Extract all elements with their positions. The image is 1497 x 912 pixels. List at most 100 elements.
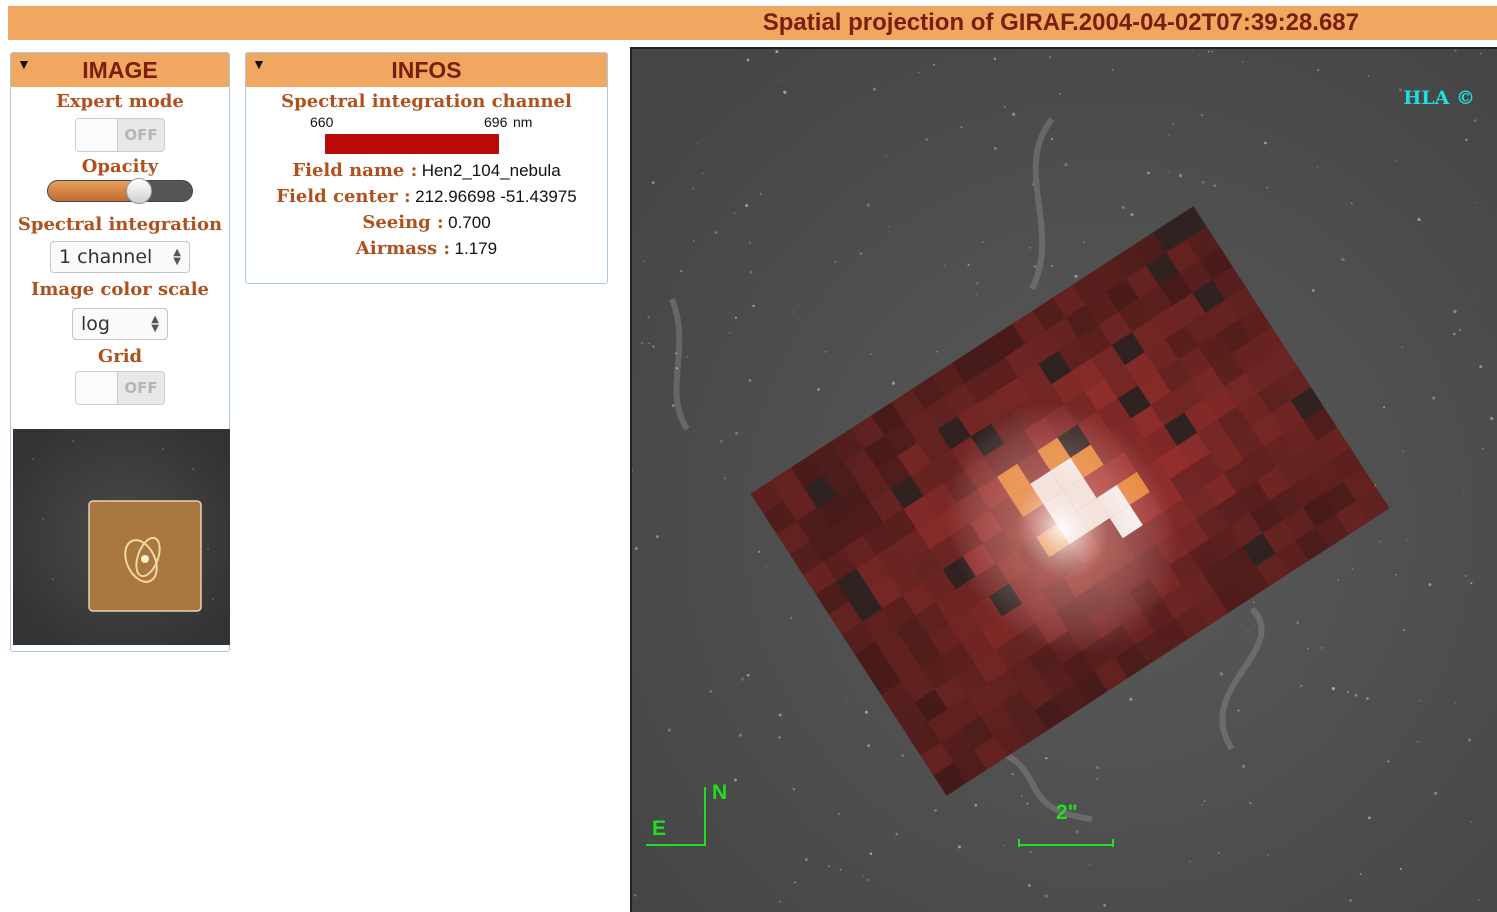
overlay-cell	[928, 622, 962, 656]
overlay-cell	[837, 481, 871, 515]
star-point	[958, 845, 961, 849]
overlay-cell	[1283, 420, 1318, 454]
star-point	[901, 754, 904, 757]
star-point	[1189, 860, 1191, 863]
star-point	[1490, 416, 1494, 421]
overlay-cell	[883, 508, 917, 543]
opacity-slider[interactable]	[47, 178, 193, 204]
expert-mode-label: Expert mode	[56, 91, 184, 112]
star-point	[675, 352, 678, 355]
star-point	[885, 155, 887, 157]
star-point	[746, 58, 750, 62]
star-point	[728, 332, 731, 334]
overlay-cell	[1215, 579, 1249, 613]
infos-panel-header[interactable]: ▼ INFOS	[246, 53, 607, 87]
overlay-cell	[1125, 265, 1160, 299]
triangle-down-icon[interactable]: ▼	[17, 56, 31, 72]
overlay-cell	[844, 448, 878, 482]
overlay-cell	[901, 668, 935, 703]
grid-toggle[interactable]: OFF	[75, 371, 165, 405]
star-point	[697, 143, 699, 145]
overlay-cell	[1183, 485, 1217, 520]
expert-mode-toggle[interactable]: OFF	[75, 118, 165, 152]
overlay-cell	[1105, 278, 1140, 312]
star-point	[648, 342, 650, 344]
star-point	[1249, 802, 1252, 805]
star-point	[1434, 791, 1438, 795]
star-point	[1432, 396, 1436, 400]
overlay-cell	[993, 723, 1028, 757]
star-point	[1130, 213, 1134, 216]
overlay-cell	[1282, 507, 1316, 541]
overlay-cell	[1197, 419, 1231, 453]
image-panel-header[interactable]: ▼ IMAGE	[11, 53, 229, 87]
star-point	[1096, 766, 1100, 770]
overlay-cell	[1132, 232, 1167, 266]
overlay-cell	[940, 729, 974, 763]
star-point	[733, 212, 736, 215]
overlay-cell	[1034, 697, 1068, 731]
star-point	[1171, 122, 1175, 125]
star-point	[1383, 406, 1386, 409]
overlay-cell	[1309, 460, 1344, 495]
star-point	[777, 80, 779, 83]
star-point	[1479, 365, 1483, 368]
star-point	[647, 315, 650, 319]
star-point	[723, 477, 726, 480]
overlay-cell	[1117, 385, 1152, 419]
overlay-cell	[948, 609, 982, 643]
overlay-cell	[836, 568, 870, 602]
image-panel: ▼ IMAGE Expert mode OFF Opacity Spectral…	[10, 52, 230, 652]
star-point	[1378, 540, 1381, 543]
star-point	[652, 345, 655, 348]
overlay-cell	[783, 487, 817, 522]
overlay-cell	[1051, 371, 1085, 405]
color-scale-select[interactable]: log ▲ ▼	[72, 308, 168, 340]
overlay-cell	[1014, 710, 1048, 744]
overlay-cell	[1276, 453, 1310, 488]
star-point	[866, 878, 869, 881]
overlay-cell	[937, 416, 971, 450]
overlay-cell	[843, 535, 877, 569]
field-center-value: 212.96698 -51.43975	[415, 187, 577, 206]
grid-label: Grid	[97, 346, 143, 367]
overlay-cell	[994, 636, 1029, 671]
overlay-cell	[1104, 365, 1138, 399]
star-point	[1074, 274, 1078, 278]
thumbnail-overview[interactable]	[13, 429, 230, 645]
channel-label: Spectral integration channel	[281, 91, 572, 112]
overlay-cell	[1164, 412, 1198, 446]
opacity-label: Opacity	[81, 156, 159, 177]
scale-label: 2"	[1056, 801, 1078, 824]
spectral-integration-select[interactable]: 1 channel ▲ ▼	[50, 241, 190, 273]
overlay-cell	[896, 529, 930, 563]
overlay-cell	[1336, 501, 1370, 535]
star-point	[745, 204, 749, 207]
overlay-cell	[916, 516, 950, 550]
star-point	[895, 832, 899, 836]
channel-unit: nm	[513, 114, 533, 130]
channel-max: 696	[484, 114, 508, 130]
star-point	[1147, 171, 1150, 175]
overlay-cell	[1195, 592, 1229, 626]
overlay-cell	[1139, 285, 1173, 319]
star-point	[1033, 264, 1037, 268]
field-center-label: Field center :	[276, 186, 411, 207]
star-point	[692, 188, 694, 190]
overlay-cell	[842, 621, 876, 655]
star-point	[1296, 621, 1299, 624]
overlay-cell	[1184, 399, 1218, 433]
overlay-cell	[1145, 339, 1179, 373]
overlay-cell	[809, 528, 844, 562]
star-point	[1266, 186, 1269, 189]
star-point	[1349, 899, 1352, 903]
overlay-cell	[1302, 494, 1337, 528]
sky-view[interactable]: HLA © N E 2"	[630, 47, 1497, 912]
star-point	[1467, 738, 1472, 742]
overlay-cell	[1191, 366, 1225, 400]
overlay-cell	[1170, 465, 1204, 500]
triangle-down-icon[interactable]: ▼	[252, 56, 266, 72]
overlay-cell	[1094, 657, 1128, 692]
overlay-cell	[1303, 407, 1338, 441]
opacity-slider-handle[interactable]	[125, 178, 152, 204]
